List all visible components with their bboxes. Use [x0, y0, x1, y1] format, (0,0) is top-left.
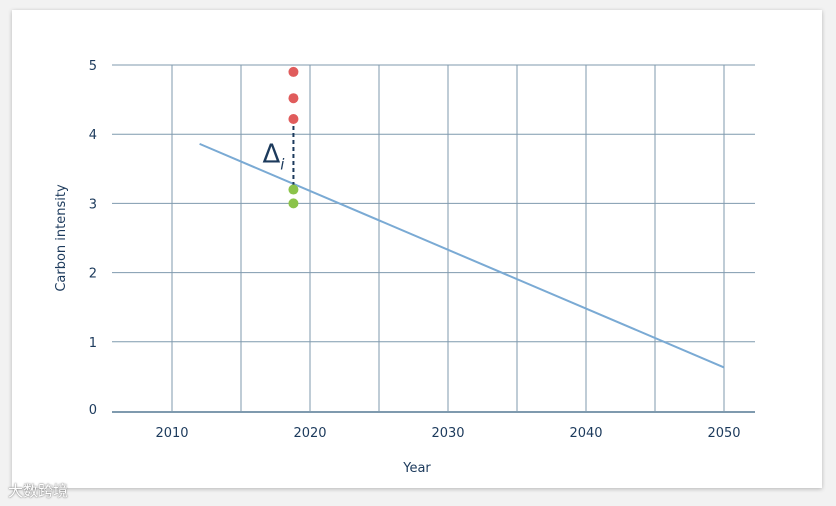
x-axis-title: Year — [402, 461, 431, 476]
data-point — [288, 184, 299, 195]
data-point — [288, 66, 299, 77]
data-points — [288, 66, 299, 209]
trend-line — [199, 142, 725, 369]
data-point — [288, 93, 299, 104]
x-tick-label: 2050 — [707, 426, 740, 441]
watermark: 大数跨境 — [8, 482, 69, 500]
y-tick-label: 2 — [89, 267, 97, 282]
x-tick-label: 2030 — [431, 426, 464, 441]
y-tick-label: 5 — [89, 59, 97, 74]
grid — [112, 64, 755, 411]
x-tick-label: 2040 — [569, 426, 602, 441]
delta-label: Δi — [262, 139, 285, 173]
data-point — [288, 113, 299, 124]
y-tick-label: 3 — [89, 197, 97, 212]
y-tick-label: 4 — [89, 128, 97, 143]
x-tick-label: 2010 — [155, 426, 188, 441]
y-tick-label: 1 — [89, 336, 97, 351]
y-tick-label: 0 — [89, 403, 97, 418]
x-axis-ticks: 2010 2020 2030 2040 2050 — [155, 426, 740, 441]
x-tick-label: 2020 — [293, 426, 326, 441]
chart-card — [12, 10, 822, 488]
data-point — [288, 198, 299, 209]
y-axis-title: Carbon intensity — [54, 184, 69, 292]
y-axis-ticks: 0 1 2 3 4 5 — [89, 59, 97, 418]
